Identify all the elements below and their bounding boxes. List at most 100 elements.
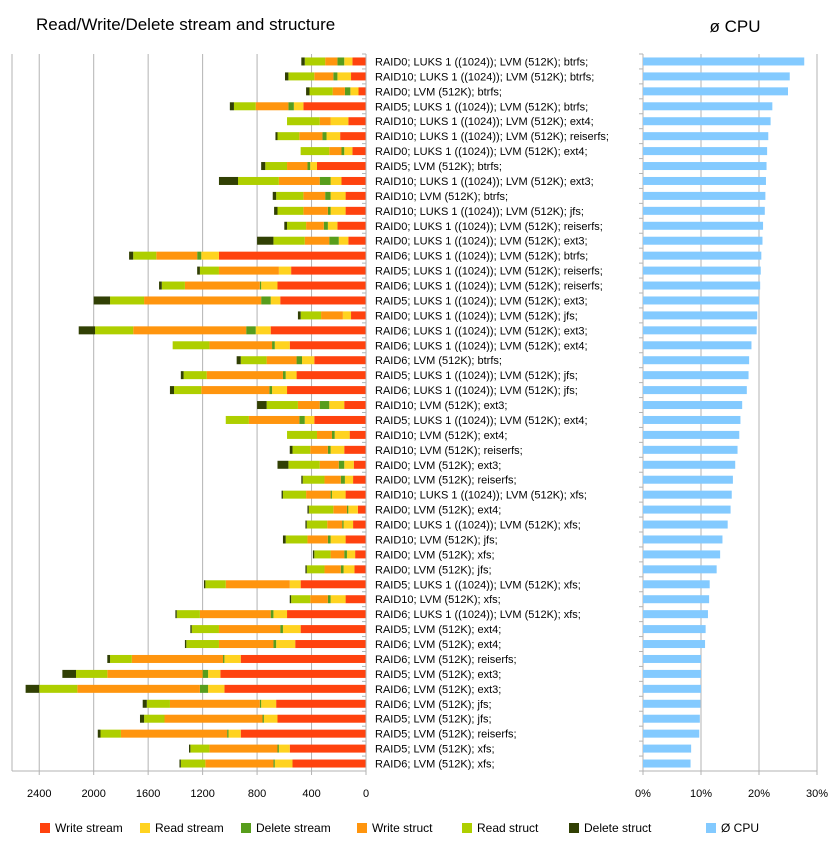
bar-delete-struct [284, 72, 289, 81]
bar-read-struct [273, 236, 305, 245]
bar-delete-stream [322, 132, 327, 141]
legend-label-write-stream: Write stream [55, 821, 123, 835]
bar-delete-struct [190, 625, 192, 634]
bar-delete-stream [330, 490, 332, 499]
bar-delete-struct [159, 281, 162, 290]
bar-delete-stream [331, 430, 335, 439]
category-label: RAID10; LVM (512K); ext4; [375, 430, 507, 442]
bar-write-struct [144, 296, 262, 305]
bar-delete-stream [199, 684, 209, 693]
bar-write-stream [349, 430, 366, 439]
category-label: RAID6; LVM (512K); btrfs; [375, 355, 502, 367]
bar-write-stream [276, 699, 366, 708]
bar-write-stream [353, 475, 366, 484]
bar-cpu [643, 371, 749, 380]
bar-read-stream [285, 371, 297, 380]
bar-write-stream [344, 401, 366, 410]
category-label: RAID0; LVM (512K); reiserfs; [375, 475, 517, 487]
bar-read-struct [95, 326, 134, 335]
bar-cpu [643, 445, 738, 454]
bar-read-struct [300, 311, 322, 320]
bar-read-struct [191, 625, 219, 634]
bar-read-stream [261, 699, 277, 708]
bar-write-struct [332, 87, 345, 96]
bar-write-struct [316, 430, 332, 439]
bar-cpu [643, 401, 743, 410]
bar-cpu [643, 640, 706, 649]
left-x-tick-label: 2400 [27, 788, 51, 800]
cpu-legend: Ø CPU [706, 821, 759, 835]
bar-delete-stream [296, 356, 303, 365]
left-x-tick-label: 800 [248, 788, 266, 800]
bar-delete-stream [340, 475, 345, 484]
bar-write-struct [266, 356, 297, 365]
bar-read-stream [331, 490, 346, 499]
bar-write-stream [300, 625, 366, 634]
legend-label-delete-struct: Delete struct [584, 821, 652, 835]
bar-delete-struct [307, 505, 309, 514]
bar-delete-struct [218, 176, 239, 185]
bar-write-stream [345, 490, 366, 499]
legend-swatch-write-struct [357, 823, 367, 833]
left-chart-title: Read/Write/Delete stream and structure [36, 15, 335, 34]
bar-write-struct [206, 371, 283, 380]
bar-write-struct [209, 744, 278, 753]
bar-delete-struct [169, 386, 175, 395]
bar-read-stream [302, 356, 315, 365]
legend-label-write-struct: Write struct [372, 821, 433, 835]
left-x-tick-label: 400 [302, 788, 320, 800]
bar-cpu [643, 87, 788, 96]
bar-read-struct [292, 445, 311, 454]
bar-delete-stream [319, 176, 331, 185]
bar-write-stream [300, 580, 366, 589]
bar-write-struct [133, 326, 247, 335]
left-bars [25, 57, 366, 768]
bar-delete-struct [78, 326, 96, 335]
bar-read-stream [329, 401, 345, 410]
bar-write-struct [333, 505, 347, 514]
bar-cpu [643, 326, 757, 335]
bar-delete-stream [329, 236, 339, 245]
bar-cpu [643, 356, 750, 365]
bar-write-struct [310, 595, 328, 604]
bar-delete-stream [261, 296, 271, 305]
bar-write-stream [289, 341, 366, 350]
bar-cpu [643, 669, 701, 678]
bar-cpu [643, 236, 763, 245]
bar-cpu [643, 550, 721, 559]
bar-read-stream [330, 206, 346, 215]
bar-read-struct [304, 57, 326, 66]
cpu-chart-title: ø CPU [710, 17, 761, 36]
bar-delete-stream [197, 251, 202, 260]
bar-read-stream [343, 520, 354, 529]
bar-delete-struct [184, 640, 187, 649]
bar-read-stream [273, 610, 288, 619]
bar-read-stream [330, 191, 346, 200]
bar-delete-stream [227, 729, 229, 738]
bar-write-stream [358, 87, 366, 96]
category-label: RAID0; LUKS 1 ((1024)); LVM (512K); xfs; [375, 520, 581, 532]
bar-cpu [643, 206, 765, 215]
category-label: RAID0; LVM (512K); jfs; [375, 564, 492, 576]
bar-write-stream [218, 251, 366, 260]
bar-read-stream [261, 281, 278, 290]
bar-read-stream [208, 684, 225, 693]
category-label: RAID10; LUKS 1 ((1024)); LVM (512K); jfs… [375, 206, 584, 218]
bar-write-struct [209, 341, 273, 350]
bar-cpu [643, 386, 747, 395]
bar-delete-stream [327, 595, 331, 604]
legend-swatch-delete-struct [569, 823, 579, 833]
bar-delete-stream [272, 341, 275, 350]
cpu-x-tick-label: 10% [690, 788, 712, 800]
bar-read-stream [344, 475, 354, 484]
bar-read-struct [276, 191, 304, 200]
bar-delete-struct [257, 401, 267, 410]
bar-write-struct [255, 102, 289, 111]
cpu-x-tick-label: 0% [635, 788, 651, 800]
left-axis [12, 53, 367, 775]
legend-swatch-write-stream [40, 823, 50, 833]
bar-write-stream [353, 520, 366, 529]
bar-read-stream [330, 176, 342, 185]
category-label: RAID0; LUKS 1 ((1024)); LVM (512K); reis… [375, 221, 603, 233]
bar-write-stream [270, 326, 366, 335]
